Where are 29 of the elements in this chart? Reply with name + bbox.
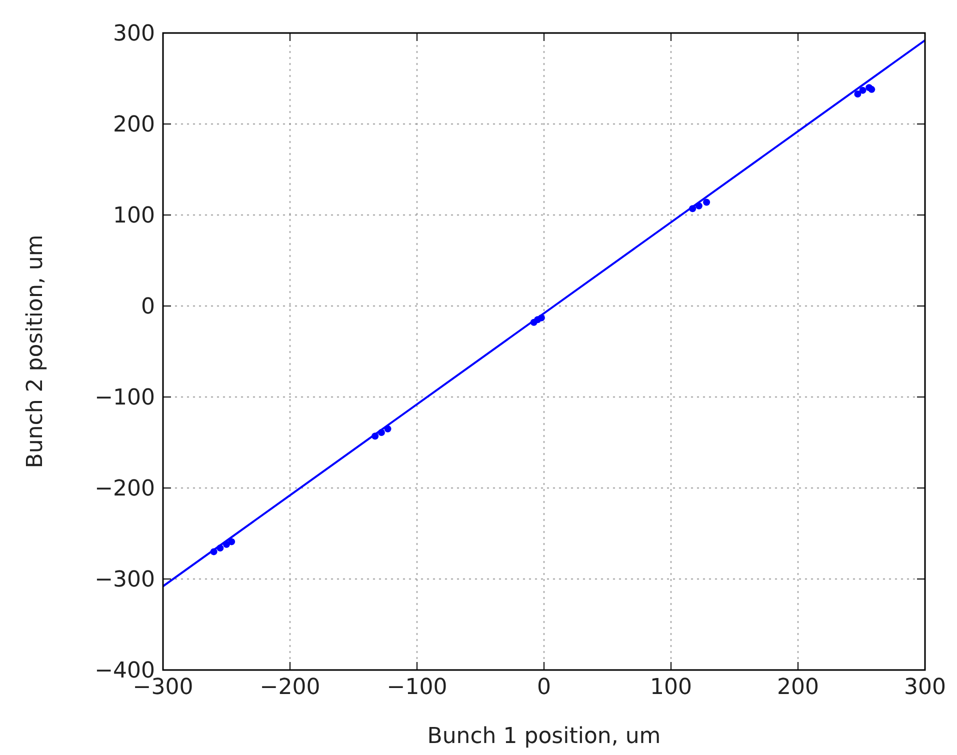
y-tick-label: 300 (113, 22, 155, 47)
x-tick-label: 300 (904, 675, 946, 700)
point (868, 86, 876, 93)
y-tick-label: 100 (113, 204, 155, 229)
y-tick-label: −100 (94, 386, 155, 411)
point (216, 544, 224, 552)
x-tick-label: −100 (386, 675, 448, 700)
x-tick-label: 0 (537, 675, 551, 700)
y-axis-title: Bunch 2 position, um (23, 234, 48, 468)
point (372, 432, 379, 440)
x-axis-title: Bunch 1 position, um (427, 724, 661, 749)
x-tick-label: 100 (650, 675, 692, 700)
point (538, 314, 545, 322)
point (854, 90, 862, 98)
point (384, 425, 392, 432)
point (703, 198, 710, 206)
point (689, 205, 696, 212)
point (228, 538, 236, 546)
y-tick-label: −300 (94, 568, 155, 593)
point (695, 202, 702, 210)
point (859, 86, 866, 94)
point (378, 428, 385, 436)
y-tick-label: 0 (141, 294, 155, 320)
y-tick-label: −200 (94, 476, 155, 502)
x-tick-label: −200 (260, 675, 320, 700)
x-tick-label: 200 (777, 675, 819, 700)
y-tick-label: 200 (113, 112, 155, 138)
point (223, 540, 230, 548)
point (210, 548, 218, 556)
